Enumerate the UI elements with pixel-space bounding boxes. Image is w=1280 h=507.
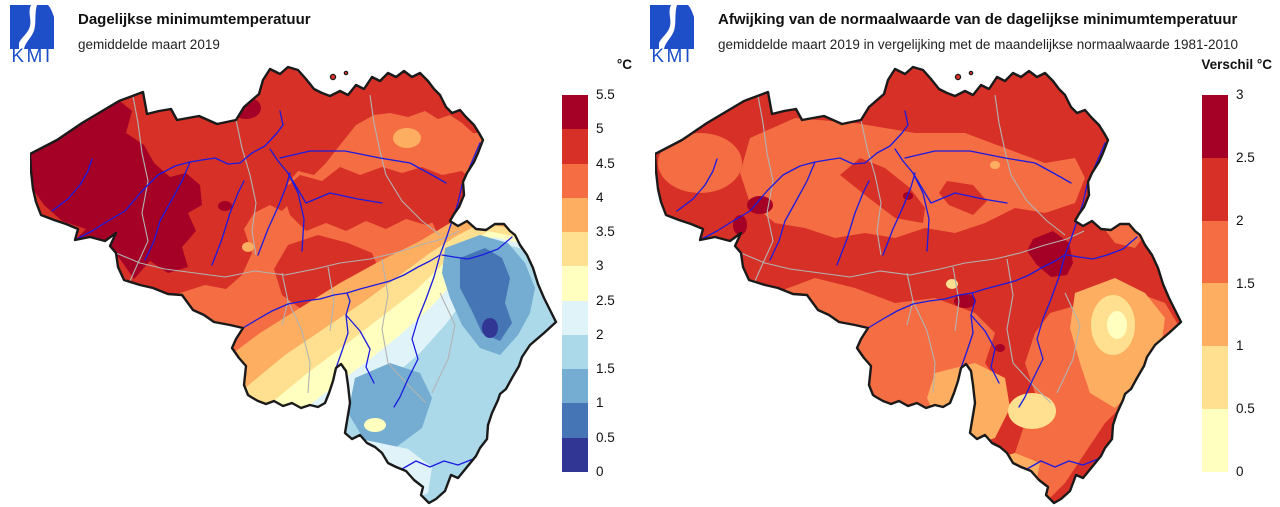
colorbar-ticks: 3 2.5 2 1.5 1 0.5 0 bbox=[1236, 87, 1278, 479]
map-min-temperature bbox=[30, 65, 558, 505]
colorbar-tick-label: 3.5 bbox=[596, 224, 615, 240]
colorbar-tick-label: 0 bbox=[596, 464, 604, 479]
colorbar-segment bbox=[562, 403, 588, 438]
baarle-enclave-dot bbox=[954, 73, 962, 81]
colorbar-tick-label: 0 bbox=[1236, 464, 1244, 479]
colorbar-tick-label: 1.5 bbox=[596, 361, 615, 377]
colorbar-segment bbox=[1202, 283, 1228, 347]
anomaly-bands bbox=[655, 67, 1181, 503]
colorbar-tick-label: 5 bbox=[596, 121, 604, 137]
baarle-enclave-dot bbox=[329, 73, 337, 81]
colorbar-segment bbox=[1202, 95, 1228, 158]
colorbar-tick-label: 1.5 bbox=[1236, 275, 1255, 291]
colorbar-tick-label: 2.5 bbox=[1236, 149, 1255, 165]
colorbar-segment bbox=[1202, 346, 1228, 410]
colorbar-unit-label: Verschil °C bbox=[1201, 57, 1272, 72]
colorbar-segment bbox=[562, 334, 588, 370]
colorbar-tick-label: 3 bbox=[1236, 87, 1244, 102]
kmi-logo-icon bbox=[650, 5, 694, 49]
colorbar-segment bbox=[562, 266, 588, 301]
colorbar-tick-label: 4.5 bbox=[596, 155, 615, 171]
colorbar-segment bbox=[1202, 409, 1228, 472]
colorbar-tick-label: 4 bbox=[596, 189, 604, 205]
colorbar-segment bbox=[562, 95, 588, 130]
kmi-logo-text: KMI bbox=[651, 46, 693, 67]
colorbar-segment bbox=[562, 300, 588, 335]
colorbar-tick-label: 2 bbox=[1236, 212, 1244, 228]
colorbar-tick-label: 3 bbox=[596, 258, 604, 274]
page-subtitle: gemiddelde maart 2019 in vergelijking me… bbox=[718, 37, 1239, 52]
temperature-bands bbox=[30, 67, 556, 503]
colorbar-tick-label: 5.5 bbox=[596, 87, 615, 102]
kmi-logo-text: KMI bbox=[11, 46, 53, 67]
panel-anomaly: KMI Afwijking van de normaalwaarde van d… bbox=[640, 0, 1280, 507]
colorbar-segment bbox=[562, 437, 588, 472]
colorbar-segment bbox=[1202, 220, 1228, 284]
baarle-enclave-dot bbox=[968, 70, 974, 76]
page-title: Dagelijkse minimumtemperatuur bbox=[78, 11, 311, 28]
colorbar bbox=[1202, 95, 1228, 472]
colorbar-segment bbox=[562, 197, 588, 233]
colorbar-segment bbox=[562, 232, 588, 267]
colorbar-tick-label: 0.5 bbox=[596, 429, 615, 445]
colorbar-segment bbox=[562, 163, 588, 198]
kmi-logo-icon bbox=[10, 5, 54, 49]
colorbar-tick-label: 1 bbox=[1236, 338, 1244, 354]
colorbar-tick-label: 2.5 bbox=[596, 292, 615, 308]
colorbar-tick-label: 1 bbox=[596, 395, 604, 411]
colorbar-segment bbox=[1202, 157, 1228, 221]
page-title: Afwijking van de normaalwaarde van de da… bbox=[718, 11, 1238, 28]
page-subtitle: gemiddelde maart 2019 bbox=[78, 37, 220, 52]
colorbar-ticks: 5.5 5 4.5 4 3.5 3 2.5 2 1.5 1 0.5 0 bbox=[596, 87, 638, 479]
colorbar-unit-label: °C bbox=[616, 57, 632, 72]
colorbar-segment bbox=[562, 369, 588, 404]
map-anomaly bbox=[655, 65, 1183, 505]
colorbar-tick-label: 2 bbox=[596, 326, 604, 342]
colorbar bbox=[562, 95, 588, 472]
panel-min-temperature: KMI Dagelijkse minimumtemperatuur gemidd… bbox=[10, 5, 638, 505]
colorbar-tick-label: 0.5 bbox=[1236, 401, 1255, 417]
baarle-enclave-dot bbox=[343, 70, 349, 76]
colorbar-segment bbox=[562, 129, 588, 164]
